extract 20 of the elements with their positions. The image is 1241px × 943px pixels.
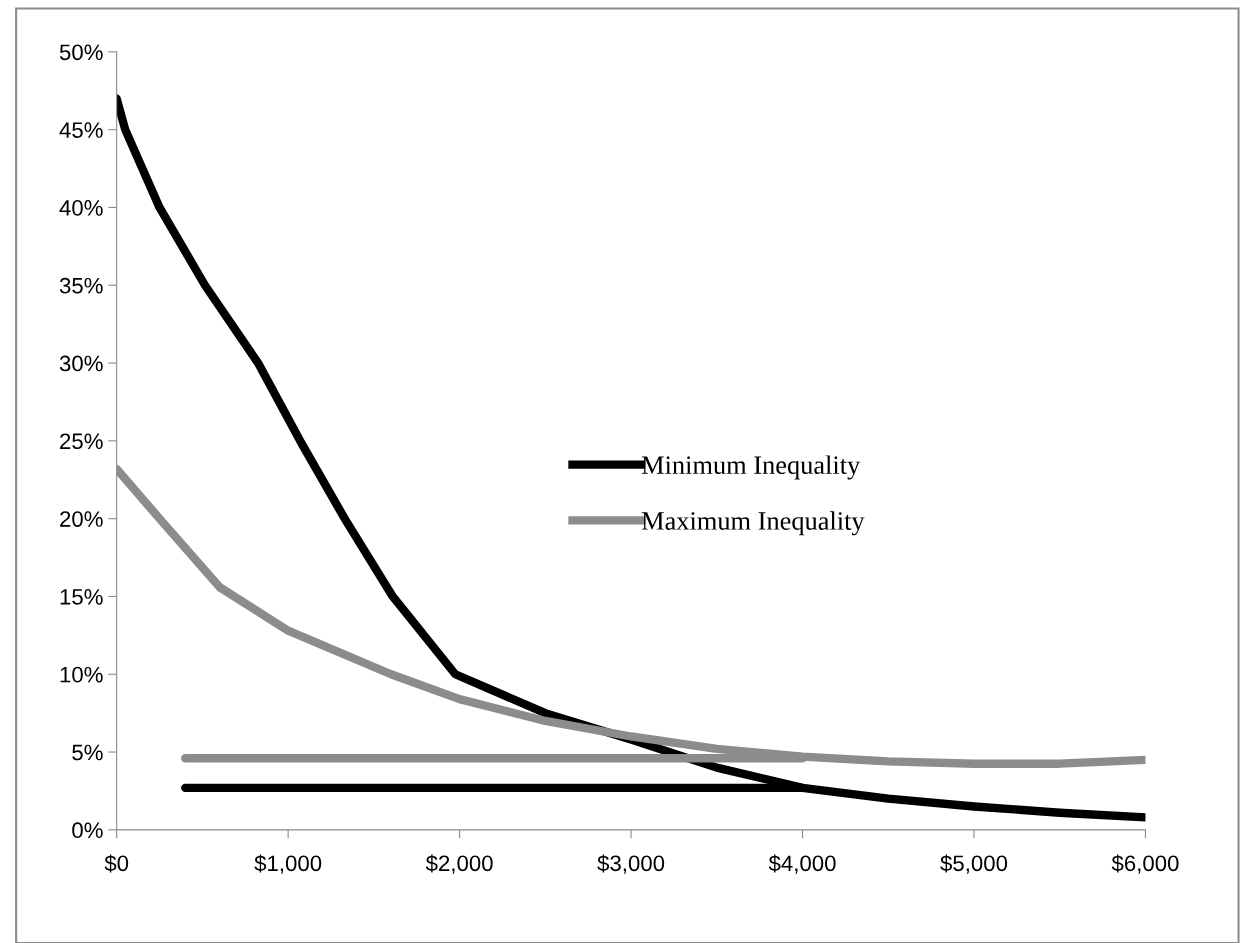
- x-tick-label: $0: [104, 854, 129, 873]
- y-tick-label: 0%: [72, 822, 103, 839]
- y-tick-label: 40%: [59, 199, 103, 216]
- y-tick-label: 25%: [60, 433, 103, 450]
- y-tick-label: 30%: [59, 355, 103, 372]
- x-tick-label: $2,000: [425, 854, 493, 874]
- legend-label: Maximum Inequality: [641, 511, 865, 536]
- y-tick-label: 45%: [59, 122, 103, 138]
- y-tick-label: 15%: [60, 589, 103, 605]
- y-tick-label: 20%: [60, 511, 103, 527]
- x-tick-label: $6,000: [1111, 854, 1179, 874]
- y-tick-label: 10%: [60, 666, 103, 683]
- x-tick-label: $5,000: [940, 854, 1008, 874]
- y-tick-label: 50%: [59, 44, 103, 61]
- y-tick-label: 5%: [72, 744, 103, 761]
- legend-label: Minimum Inequality: [641, 455, 861, 480]
- x-tick-label: $1,000: [254, 854, 322, 874]
- x-tick-label: $3,000: [597, 854, 665, 874]
- y-tick-label: 35%: [59, 277, 103, 294]
- x-tick-label: $4,000: [768, 854, 836, 874]
